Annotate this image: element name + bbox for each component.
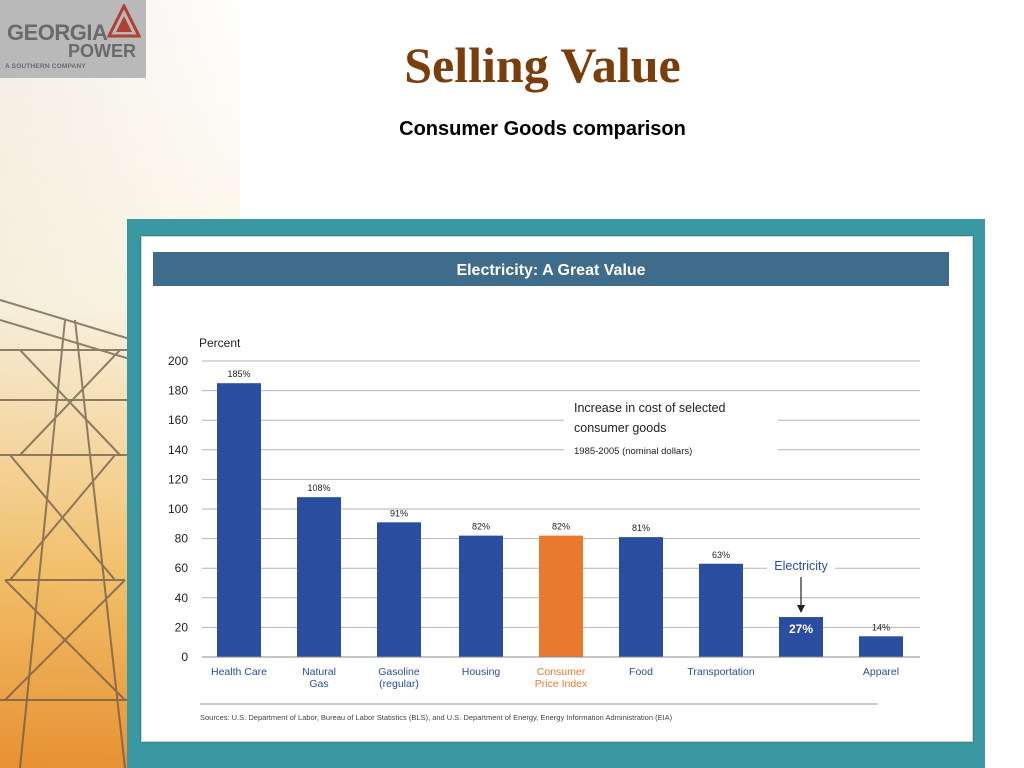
slide-subtitle: Consumer Goods comparison [399, 118, 686, 140]
power-pylon-icon [0, 299, 200, 768]
bar-value-label: 91% [390, 508, 408, 518]
x-tick-label: Apparel [863, 666, 899, 678]
y-tick-label: 20 [175, 620, 189, 634]
bar [779, 617, 823, 657]
bar-value-label: 185% [227, 369, 250, 379]
y-tick-label: 200 [168, 354, 188, 368]
x-tick-label: Transportation [687, 666, 754, 678]
bar [459, 535, 503, 657]
x-tick-label: Gas [309, 678, 328, 690]
chart-title: Electricity: A Great Value [456, 262, 645, 279]
slide-title: Selling Value [404, 37, 681, 93]
source-note: Sources: U.S. Department of Labor, Burea… [200, 713, 673, 722]
callout-arrowhead [797, 605, 805, 614]
callout-label: Electricity [774, 559, 828, 573]
chart-card: Electricity: A Great Value Percent 0 20 40 60… [141, 236, 973, 742]
y-tick-label: 180 [168, 384, 188, 398]
logo-line-3: A SOUTHERN COMPANY [5, 63, 86, 70]
bar [297, 497, 341, 657]
bar [377, 522, 421, 657]
annotation-heading: Increase in cost of selected [574, 401, 726, 415]
bar [699, 563, 743, 657]
logo-triangle-icon [107, 4, 141, 38]
bar [859, 636, 903, 657]
y-tick-label: 80 [175, 532, 189, 546]
logo-line-2: POWER [68, 41, 137, 61]
bar-value-label: 14% [872, 622, 890, 632]
bar-value-label: 81% [632, 523, 650, 533]
x-tick-label: Price Index [535, 678, 588, 690]
y-tick-label: 120 [168, 472, 188, 486]
bar [217, 383, 261, 657]
bar [619, 537, 663, 657]
bar-value-label: 63% [712, 550, 730, 560]
bar-value-label: 82% [472, 522, 490, 532]
bar-value-label: 108% [307, 483, 330, 493]
x-tick-label: (regular) [379, 678, 419, 690]
y-axis-label: Percent [199, 336, 241, 350]
x-tick-label: Housing [462, 666, 501, 678]
logo-line-1: GEORGIA [7, 20, 108, 45]
x-tick-label: Consumer [537, 666, 586, 678]
bar-chart: Electricity: A Great Value Percent 0 20 40 60… [153, 252, 949, 722]
annotation-box [564, 392, 778, 464]
chart-title-banner [153, 252, 949, 286]
x-tick-label: Food [629, 666, 653, 678]
bar-value-label: 82% [552, 522, 570, 532]
x-tick-label: Health Care [211, 666, 267, 678]
y-tick-label: 0 [181, 650, 188, 664]
y-tick-label: 60 [175, 561, 189, 575]
y-tick-label: 160 [168, 413, 188, 427]
y-tick-label: 140 [168, 443, 188, 457]
georgia-power-logo: GEORGIA POWER A SOUTHERN COMPANY [0, 0, 146, 78]
x-tick-label: Gasoline [378, 666, 420, 678]
x-tick-label: Natural [302, 666, 336, 678]
bar [539, 535, 583, 657]
y-tick-label: 40 [175, 591, 189, 605]
y-tick-label: 100 [168, 502, 188, 516]
annotation-period: 1985-2005 (nominal dollars) [574, 446, 692, 457]
callout-background [767, 557, 835, 575]
annotation-heading: consumer goods [574, 421, 666, 435]
bar-value-label: 27% [789, 622, 813, 636]
